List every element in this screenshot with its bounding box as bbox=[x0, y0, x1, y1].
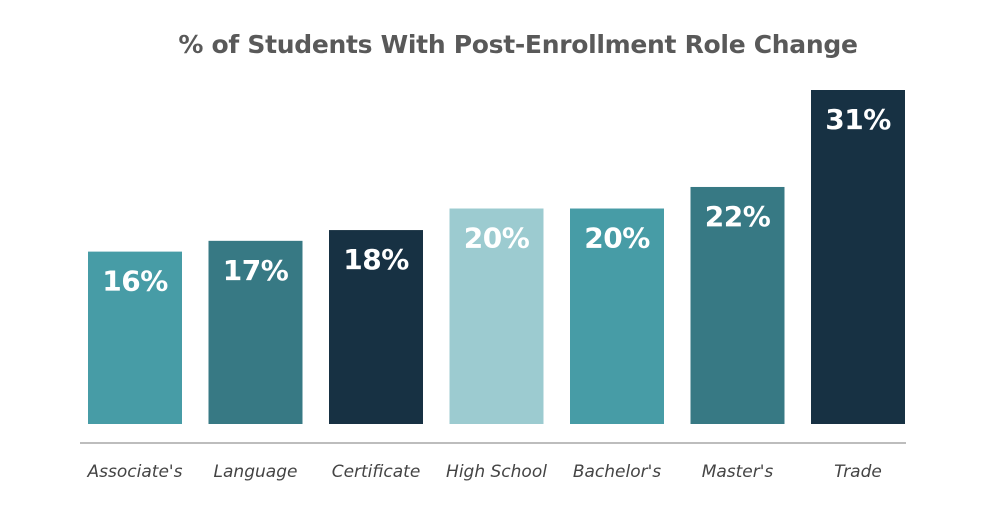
bar-master-s bbox=[690, 186, 785, 424]
bar-bachelor-s bbox=[570, 208, 664, 424]
x-tick-label: Certificate bbox=[332, 462, 421, 482]
data-label: 20% bbox=[584, 222, 650, 255]
x-tick-labels: Associate's Language Certificate High Schoo… bbox=[87, 462, 882, 482]
bar-language bbox=[208, 240, 303, 424]
data-label: 22% bbox=[705, 200, 771, 233]
bar-trade bbox=[811, 90, 905, 424]
x-tick-label: Associate's bbox=[87, 462, 183, 482]
data-label: 17% bbox=[223, 254, 289, 287]
x-tick-label: Language bbox=[214, 462, 298, 482]
x-tick-label: High School bbox=[446, 462, 547, 482]
bar-associate-s bbox=[88, 251, 182, 424]
bar-certificate bbox=[329, 230, 423, 424]
data-label: 31% bbox=[825, 103, 891, 136]
bars-layer: 16% 17% 18% 20% 20% 22% 31% bbox=[88, 90, 905, 424]
data-label: 20% bbox=[464, 222, 530, 255]
chart-title: % of Students With Post-Enrollment Role … bbox=[178, 30, 858, 59]
x-tick-label: Master's bbox=[702, 462, 774, 482]
data-label: 18% bbox=[343, 243, 409, 276]
x-tick-label: Bachelor's bbox=[573, 462, 661, 482]
x-tick-label: Trade bbox=[834, 462, 882, 482]
bar-high-school bbox=[449, 208, 544, 424]
data-label: 16% bbox=[102, 265, 168, 298]
